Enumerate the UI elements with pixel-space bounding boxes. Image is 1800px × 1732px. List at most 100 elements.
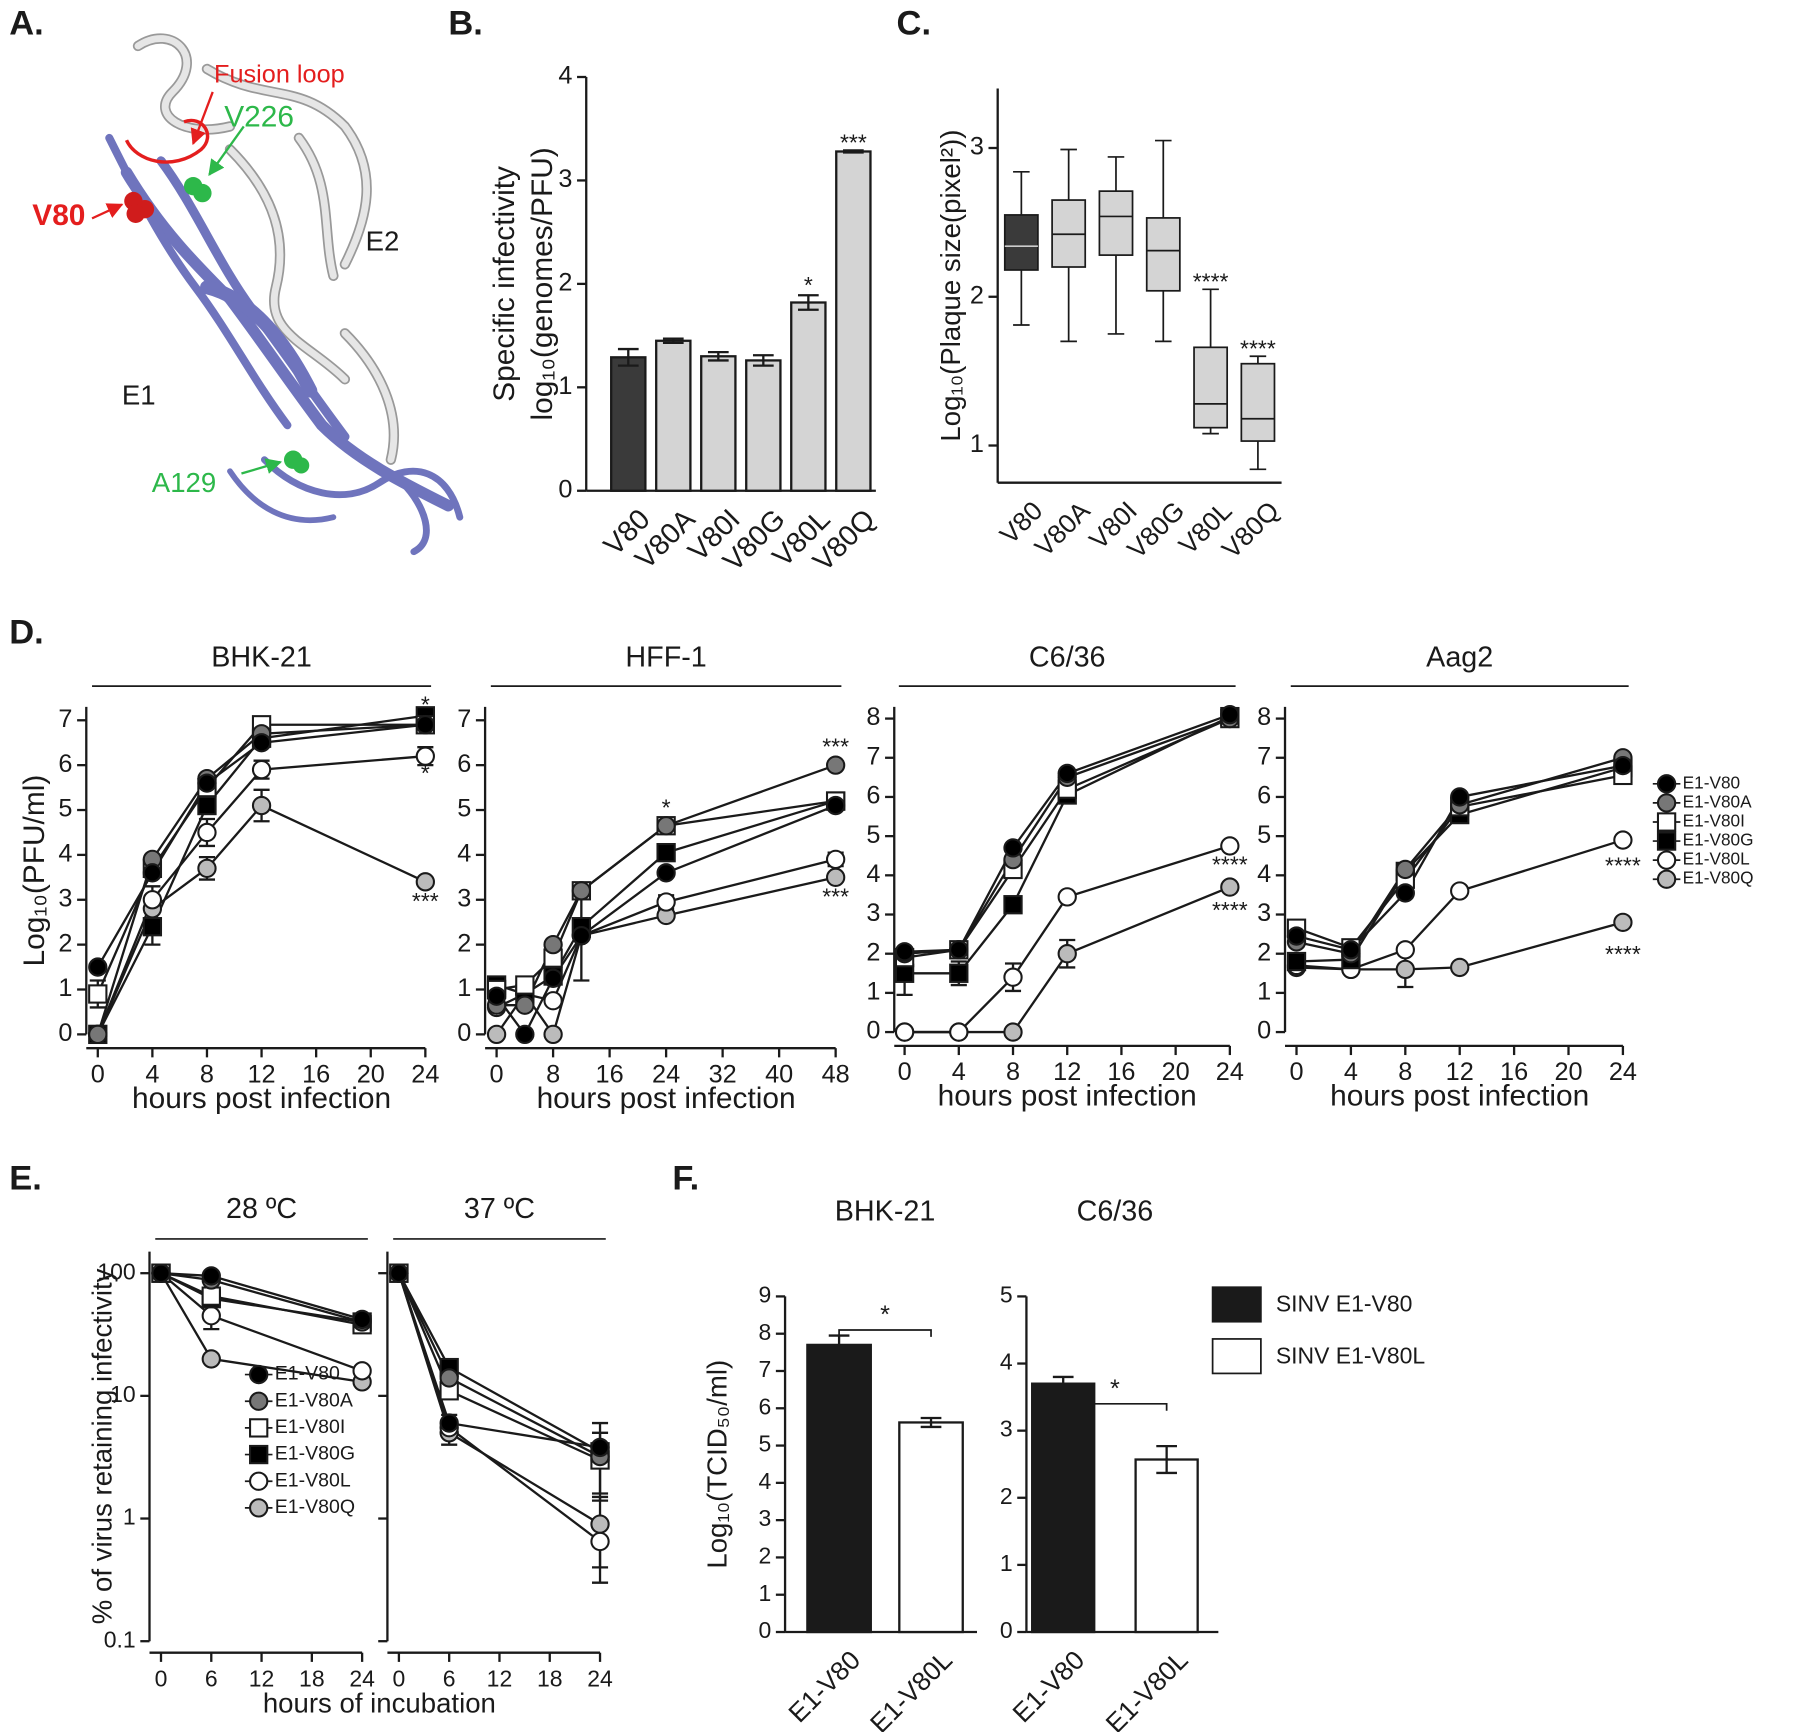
marker <box>88 1024 108 1045</box>
marker <box>1450 881 1470 901</box>
marker <box>197 795 217 816</box>
y-tick-label: 3 <box>457 884 471 912</box>
legend-label: E1-V80L <box>275 1469 351 1491</box>
y-tick-label: 5 <box>58 795 72 823</box>
y-axis-label: % of virus retaining infectivity <box>87 1268 118 1624</box>
marker <box>571 881 592 901</box>
y-tick-label: 8 <box>1257 703 1271 731</box>
box <box>1145 217 1181 292</box>
marker <box>543 991 563 1011</box>
x-tick-label: 24 <box>1216 1058 1244 1086</box>
x-tick-label: 0 <box>91 1060 105 1088</box>
marker <box>201 1349 221 1369</box>
error-bar <box>1156 1444 1177 1475</box>
y-tick-label: 2 <box>866 938 880 966</box>
legend-label: E1-V80Q <box>275 1496 355 1518</box>
annotation: *** <box>822 883 849 909</box>
y-tick-label: 1 <box>558 372 572 400</box>
series-line <box>904 713 1231 953</box>
y-tick-label: 1 <box>866 978 880 1006</box>
bar <box>610 356 647 492</box>
y-tick-label: 3 <box>866 899 880 927</box>
panel-label: E. <box>9 1160 42 1198</box>
marker <box>142 890 163 910</box>
x-tick-label: E1-V80L <box>864 1645 958 1732</box>
y-axis-label: Specific infectivity <box>488 166 521 402</box>
bar <box>790 301 827 492</box>
marker <box>88 984 108 1004</box>
x-tick-label: 20 <box>1554 1058 1582 1086</box>
marker <box>543 968 563 988</box>
legend-swatch <box>1211 1286 1262 1323</box>
label: E1 <box>122 380 156 411</box>
chart-title: 37 ºC <box>464 1193 535 1225</box>
x-tick-label: 16 <box>1107 1058 1135 1086</box>
bar <box>898 1421 964 1634</box>
y-tick-label: 7 <box>866 742 880 770</box>
legend-label: E1-V80I <box>1683 811 1745 831</box>
marker <box>894 942 915 962</box>
marker <box>142 917 163 937</box>
marker <box>251 795 272 816</box>
arrow <box>208 125 245 177</box>
legend-swatch <box>1211 1338 1262 1375</box>
y-tick-label: 0 <box>457 1019 471 1047</box>
panel-label: D. <box>9 614 43 652</box>
marker <box>249 1418 269 1438</box>
series-line <box>397 1272 601 1526</box>
y-tick-label: 1 <box>758 1580 771 1606</box>
marker <box>415 746 435 766</box>
x-tick-label: 24 <box>1609 1058 1637 1086</box>
marker <box>1220 705 1240 725</box>
y-axis-label: Log₁₀(Plaque size(pixel²)) <box>935 130 966 442</box>
box <box>1193 346 1229 429</box>
error-bar <box>920 1416 942 1429</box>
x-axis-label: hours post infection <box>938 1080 1197 1113</box>
bar <box>700 355 737 492</box>
series-line <box>904 717 1231 955</box>
y-tick-label: 9 <box>758 1281 771 1307</box>
y-tick-label: 4 <box>1257 860 1271 888</box>
significance-bracket <box>838 1329 932 1337</box>
x-tick-label: 12 <box>1446 1058 1474 1086</box>
annotation: * <box>1110 1375 1120 1403</box>
a129-sphere <box>283 450 310 474</box>
structure: A. Fusion loop V226 V80 E2 E1 A129 <box>9 4 464 556</box>
legend-label: E1-V80A <box>1683 791 1752 811</box>
marker <box>249 1444 269 1465</box>
marker <box>88 957 108 977</box>
marker <box>201 1266 221 1286</box>
legend-label: E1-V80Q <box>1683 868 1754 888</box>
marker <box>352 1361 372 1381</box>
marker <box>949 963 969 983</box>
marker <box>197 858 217 879</box>
x-tick-label: 12 <box>487 1665 513 1691</box>
y-tick-label: 10 <box>110 1381 136 1407</box>
x-tick-label: 16 <box>302 1060 330 1088</box>
marker <box>352 1309 372 1330</box>
x-axis-label: hours of incubation <box>263 1687 496 1718</box>
y-tick-label: 7 <box>58 705 72 733</box>
y-tick-label: 4 <box>1000 1349 1013 1375</box>
annotation: * <box>421 691 430 717</box>
x-tick-label: 8 <box>546 1060 560 1088</box>
annotation: * <box>421 760 430 786</box>
marker <box>656 892 676 912</box>
y-tick-label: 2 <box>758 1543 771 1569</box>
chart-title: Aag2 <box>1426 642 1493 674</box>
y-tick-label: 3 <box>1257 899 1271 927</box>
y-tick-label: 4 <box>866 860 880 888</box>
x-axis-label: hours post infection <box>132 1082 391 1115</box>
annotation: *** <box>840 129 867 155</box>
marker <box>1057 763 1077 784</box>
y-tick-label: 6 <box>866 782 880 810</box>
y-tick-label: 1 <box>457 974 471 1002</box>
error-bar <box>707 350 729 362</box>
marker <box>590 1531 610 1552</box>
series-line <box>904 717 1231 959</box>
marker <box>1003 967 1023 987</box>
x-tick-label: 48 <box>822 1060 850 1088</box>
significance-bracket <box>1062 1402 1168 1411</box>
x-tick-label: 12 <box>1053 1058 1081 1086</box>
